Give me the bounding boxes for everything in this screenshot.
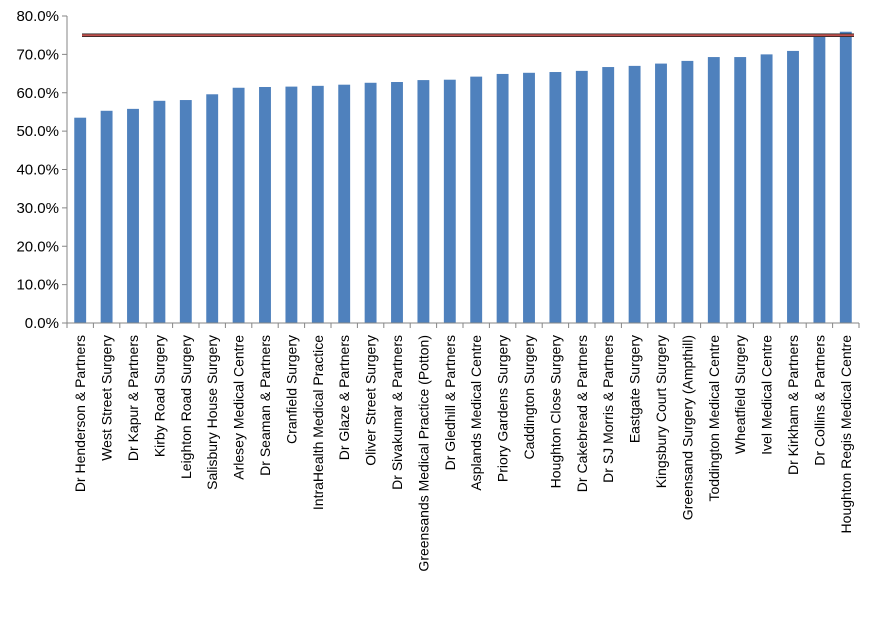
bar [628,65,641,323]
bar [470,76,483,323]
bar [259,86,271,324]
bar [311,85,324,323]
bar [74,117,87,323]
x-tick-label: Dr Gledhill & Partners [442,335,458,470]
bar [153,100,166,323]
y-tick-label: 50.0% [16,123,59,140]
y-axis: 0.0% 10.0% 20.0% 30.0% 40.0% 50.0% 60.0% 70.0% 8… [16,8,68,332]
y-tick-label: 60.0% [16,85,59,102]
x-tick-label: Houghton Close Surgery [547,335,563,488]
x-tick-label: Dr Collins & Partners [811,335,827,466]
y-tick-label: 70.0% [16,46,59,63]
x-tick-label: Asplands Medical Centre [468,335,484,491]
x-tick-label: Kingsbury Court Surgery [653,335,669,488]
x-tick-label: Dr Henderson & Partners [72,335,88,492]
x-tick-label: Toddington Medical Centre [706,335,722,502]
bar [681,60,694,324]
x-tick-label: Greensands Medical Practice (Potton) [415,335,431,572]
x-tick-label: Wheatfield Surgery [732,335,748,454]
bar [523,72,535,323]
x-tick-label: Kirby Road Surgery [151,335,167,457]
bar [787,50,799,323]
bar [179,100,192,323]
x-tick-label: Greensand Surgery (Ampthill) [679,335,695,520]
bar [391,82,403,323]
x-tick-label: Dr Kapur & Partners [125,335,141,461]
bar [417,80,430,324]
x-tick-label: Dr Sivakumar & Partners [389,335,405,490]
bar [760,54,773,323]
bar [100,110,113,323]
bar [285,86,298,323]
x-axis: Dr Henderson & Partners West Street Surge… [66,322,860,572]
bar [206,94,219,323]
bar [575,70,588,323]
bar [707,57,720,323]
y-tick-label: 40.0% [16,162,59,179]
bar [549,72,562,323]
bar [655,63,667,324]
x-tick-label: Eastgate Surgery [627,335,643,443]
y-tick-label: 20.0% [16,238,59,255]
x-tick-label: Dr Seaman & Partners [257,335,273,476]
x-tick-label: Dr SJ Morris & Partners [600,335,616,483]
x-tick-label: Leighton Road Surgery [178,335,194,479]
bar [813,36,826,324]
y-tick-label: 80.0% [16,8,59,25]
x-tick-label: Caddington Surgery [521,335,537,460]
y-tick-label: 0.0% [25,315,59,332]
x-tick-label: Cranfield Surgery [283,335,299,444]
bar [734,57,747,323]
bar [232,87,245,323]
x-tick-label: Dr Cakebread & Partners [574,335,590,492]
bar [338,84,351,323]
x-tick-label: Ivel Medical Centre [759,335,775,455]
x-tick-label: Arlesey Medical Centre [231,335,247,480]
x-tick-label: Oliver Street Surgery [363,335,379,466]
x-tick-label: Dr Kirkham & Partners [785,335,801,475]
y-tick-label: 30.0% [16,200,59,217]
bar [602,67,615,323]
x-tick-label: Houghton Regis Medical Centre [838,335,854,534]
x-tick-label: Dr Glaze & Partners [336,335,352,460]
x-tick-label: Priory Gardens Surgery [495,335,511,482]
x-tick-label: IntraHealth Medical Practice [310,335,326,510]
bar [443,79,456,323]
bar [839,31,852,323]
bar [364,82,377,324]
bar [496,73,509,323]
bar [127,108,139,324]
bars [74,31,852,324]
x-tick-label: Salisbury House Surgery [204,335,220,490]
y-tick-label: 10.0% [16,277,59,294]
x-tick-label: West Street Surgery [99,335,115,461]
